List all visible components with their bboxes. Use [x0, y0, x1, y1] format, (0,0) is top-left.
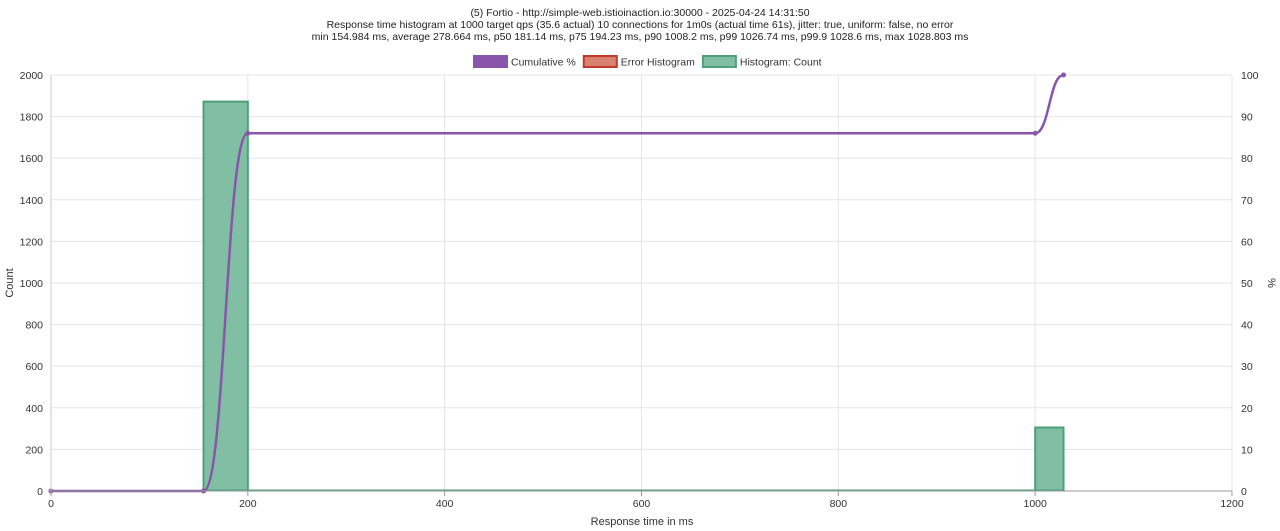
bar-fill [1035, 427, 1064, 491]
cumulative-point-4 [1032, 130, 1038, 136]
histogram-bar-3 [1034, 426, 1065, 491]
y2-tick-label: 30 [1241, 361, 1253, 373]
x-axis-label: Response time in ms [591, 516, 694, 528]
x-tick-label: 200 [239, 498, 257, 510]
x-tick-label: 800 [830, 498, 848, 510]
y-tick-label: 1800 [20, 112, 44, 124]
title-line-2: Response time histogram at 1000 target q… [327, 19, 954, 31]
legend-swatch [473, 55, 508, 68]
y-tick-label: 200 [25, 444, 43, 456]
y2-tick-label: 0 [1241, 486, 1247, 498]
y2-tick-label: 20 [1241, 403, 1253, 415]
y-tick-label: 1000 [20, 278, 44, 290]
legend-label: Error Histogram [621, 57, 695, 69]
legend-label: Histogram: Count [740, 57, 822, 69]
y-tick-label: 1600 [20, 153, 44, 165]
y2-tick-label: 10 [1241, 444, 1253, 456]
axes: 0 200 400 600 800 1000 12000200400600800100012… [20, 70, 1259, 510]
legend-label: Cumulative % [511, 57, 576, 69]
y-tick-label: 400 [25, 403, 43, 415]
y-tick-label: 1200 [20, 236, 44, 248]
cumulative-point-5 [1061, 72, 1067, 78]
chart-title: (5) Fortio - http://simple-web.istioinac… [312, 7, 969, 43]
y-axis-label: Count [4, 268, 16, 297]
bar-outline [1034, 426, 1065, 491]
legend-item-2[interactable]: Error Histogram [582, 55, 695, 69]
histogram-bars [202, 100, 1065, 492]
y2-axis-label: % [1265, 278, 1277, 288]
y2-tick-label: 80 [1241, 153, 1253, 165]
y-tick-label: 600 [25, 361, 43, 373]
x-tick-label: 1200 [1220, 498, 1244, 510]
y2-tick-label: 40 [1241, 320, 1253, 332]
x-tick-label: 1000 [1023, 498, 1047, 510]
legend[interactable]: Cumulative % Error Histogram Histogram: Co… [473, 55, 822, 69]
y-tick-label: 1400 [20, 195, 44, 207]
cumulative-curve [51, 75, 1064, 493]
y2-tick-label: 60 [1241, 236, 1253, 248]
y2-tick-label: 50 [1241, 278, 1253, 290]
cumulative-point-3 [245, 130, 251, 136]
title-line-3: min 154.984 ms, average 278.664 ms, p50 … [312, 31, 969, 43]
y2-tick-label: 70 [1241, 195, 1253, 207]
y-tick-label: 800 [25, 320, 43, 332]
x-tick-label: 600 [633, 498, 651, 510]
legend-item-3[interactable]: Histogram: Count [701, 55, 822, 69]
y-tick-label: 0 [37, 486, 43, 498]
legend-swatch [582, 55, 618, 68]
title-line-1: (5) Fortio - http://simple-web.istioinac… [470, 7, 809, 19]
legend-swatch [701, 55, 737, 68]
x-tick-label: 0 [48, 498, 54, 510]
legend-item-1[interactable]: Cumulative % [473, 55, 576, 69]
y-tick-label: 2000 [20, 70, 44, 82]
bar-outline [202, 100, 249, 491]
cumulative-line [48, 72, 1067, 494]
y2-tick-label: 100 [1241, 70, 1259, 82]
x-tick-label: 400 [436, 498, 454, 510]
y2-tick-label: 90 [1241, 112, 1253, 124]
